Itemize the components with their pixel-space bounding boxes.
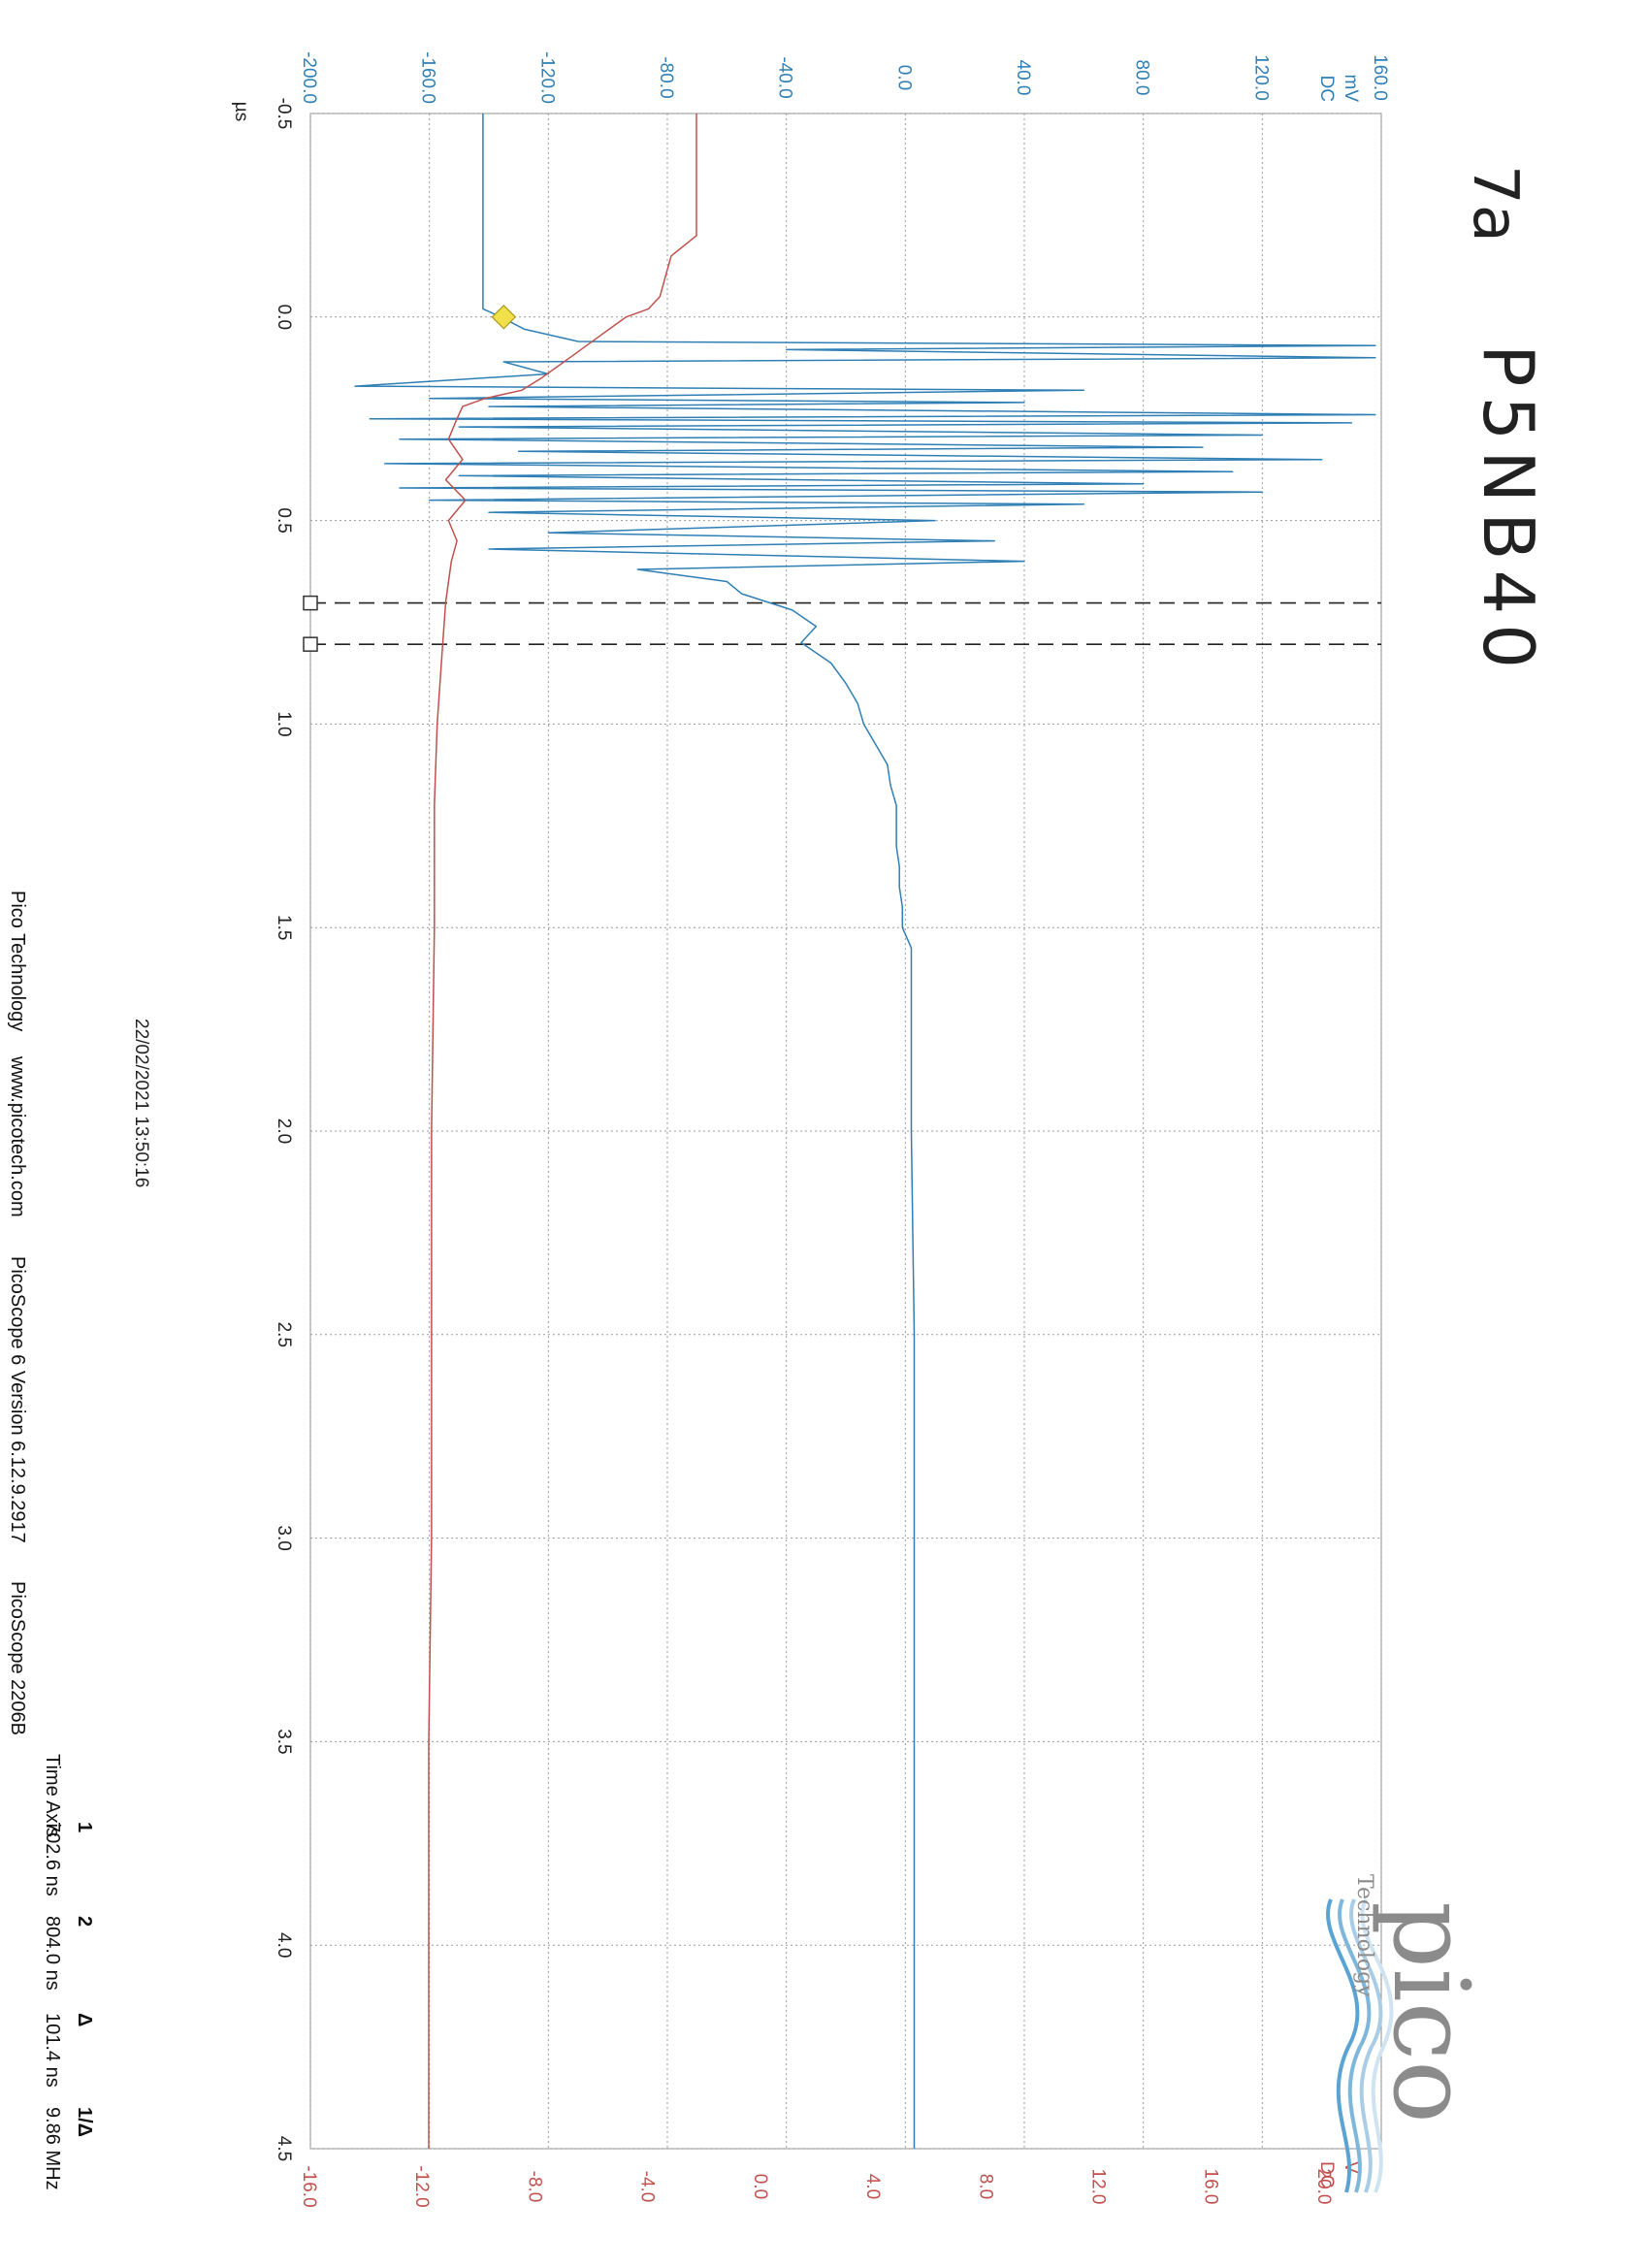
channel-b-tick-label: -16.0 (299, 2165, 319, 2207)
time-cursors (303, 595, 1381, 652)
measurement-value-1: 702.6 ns (42, 1822, 63, 1896)
channel-b-tick-label: -12.0 (411, 2165, 432, 2207)
channel-b-tick-label: 12.0 (1087, 2169, 1108, 2205)
logo-tagline: Technology (1352, 1874, 1376, 1997)
channel-a-axis: -200.0 -160.0 -120.0 -80.0 -40.0 0.0 40.0 80.0 1… (299, 51, 1390, 104)
signal-traces (354, 113, 1376, 2149)
footer-device: PicoScope 2206B (7, 1581, 28, 1735)
time-axis: -0.5 0.0 0.5 1.0 1.5 2.0 2.5 3.0 3.5 4.0 4.5 (274, 98, 294, 2162)
channel-a-tick-label: 160.0 (1370, 54, 1390, 101)
channel-a-tick-label: 80.0 (1132, 60, 1152, 96)
cursor-handle (303, 595, 318, 611)
time-tick-label: 1.5 (274, 915, 294, 940)
time-tick-label: -0.5 (274, 98, 294, 130)
channel-b-axis: -16.0 -12.0 -8.0 -4.0 0.0 4.0 8.0 12.0 16.0 20.0 (299, 2165, 1334, 2207)
time-tick-label: 2.0 (274, 1118, 294, 1144)
measurement-value-delta: 101.4 ns (42, 2013, 63, 2088)
time-tick-label: 4.0 (274, 1932, 294, 1958)
channel-a-tick-label: 40.0 (1013, 60, 1033, 96)
footer-company: Pico Technology (7, 891, 28, 1031)
channel-b-trace (428, 113, 697, 2149)
measurements-table: Time Axis 1 702.6 ns 2 804.0 ns Δ 101.4 … (42, 1754, 95, 2190)
channel-b-tick-label: 4.0 (862, 2174, 883, 2199)
channel-a-tick-label: -40.0 (775, 56, 795, 98)
channel-a-tick-label: 120.0 (1250, 54, 1271, 101)
logo-wave-icon (1326, 1898, 1394, 2193)
channel-a-tick-label: 0.0 (893, 65, 914, 90)
channel-b-tick-label: -8.0 (524, 2171, 544, 2203)
channel-a-tick-label: -200.0 (299, 51, 319, 104)
capture-timestamp: 22/02/2021 13:50:16 (131, 1019, 151, 1187)
channel-a-unit: mV (1341, 75, 1361, 103)
logo-wordmark: pico (1370, 1901, 1491, 2123)
time-tick-label: 4.5 (274, 2136, 294, 2161)
time-tick-label: 0.5 (274, 507, 294, 533)
channel-b-tick-label: 8.0 (975, 2174, 995, 2199)
channel-b-tick-label: -4.0 (637, 2171, 658, 2203)
channel-a-tick-label: -160.0 (418, 51, 438, 104)
channel-a-trace (354, 113, 1376, 2149)
time-tick-label: 3.0 (274, 1525, 294, 1550)
time-axis-unit: µs (231, 102, 251, 121)
measurement-value-2: 804.0 ns (42, 1916, 63, 1991)
measurement-header-1: 1 (74, 1822, 95, 1832)
handwritten-label: P5NB40 (1468, 344, 1549, 678)
measurement-value-frequency: 9.86 MHz (42, 2107, 63, 2190)
trigger-marker-icon (491, 304, 517, 330)
channel-b-coupling: DC (1316, 2161, 1337, 2187)
pico-logo: pico Technology (1326, 1874, 1491, 2193)
trigger-layer (491, 304, 517, 330)
measurement-header-2: 2 (74, 1916, 95, 1927)
time-tick-label: 3.5 (274, 1729, 294, 1754)
handwritten-id: 7a (1459, 165, 1531, 243)
measurement-header-frequency: 1/Δ (74, 2107, 95, 2137)
cursor-handle (303, 636, 318, 652)
channel-b-tick-label: 20.0 (1313, 2169, 1334, 2205)
channel-a-coupling: DC (1316, 76, 1337, 102)
channel-b-tick-label: 16.0 (1201, 2169, 1221, 2205)
time-tick-label: 2.5 (274, 1322, 294, 1347)
footer-software: PicoScope 6 Version 6.12.9.2917 (7, 1256, 28, 1543)
plot-grid (309, 113, 1382, 2150)
channel-a-tick-label: -80.0 (656, 56, 676, 98)
measurement-header-delta: Δ (74, 2013, 95, 2026)
time-tick-label: 0.0 (274, 305, 294, 330)
footer-website: www.picotech.com (7, 1055, 28, 1217)
time-tick-label: 1.0 (274, 711, 294, 736)
channel-a-tick-label: -120.0 (536, 51, 557, 104)
channel-b-tick-label: 0.0 (750, 2174, 770, 2199)
measurement-row-label: Time Axis (42, 1754, 63, 1837)
